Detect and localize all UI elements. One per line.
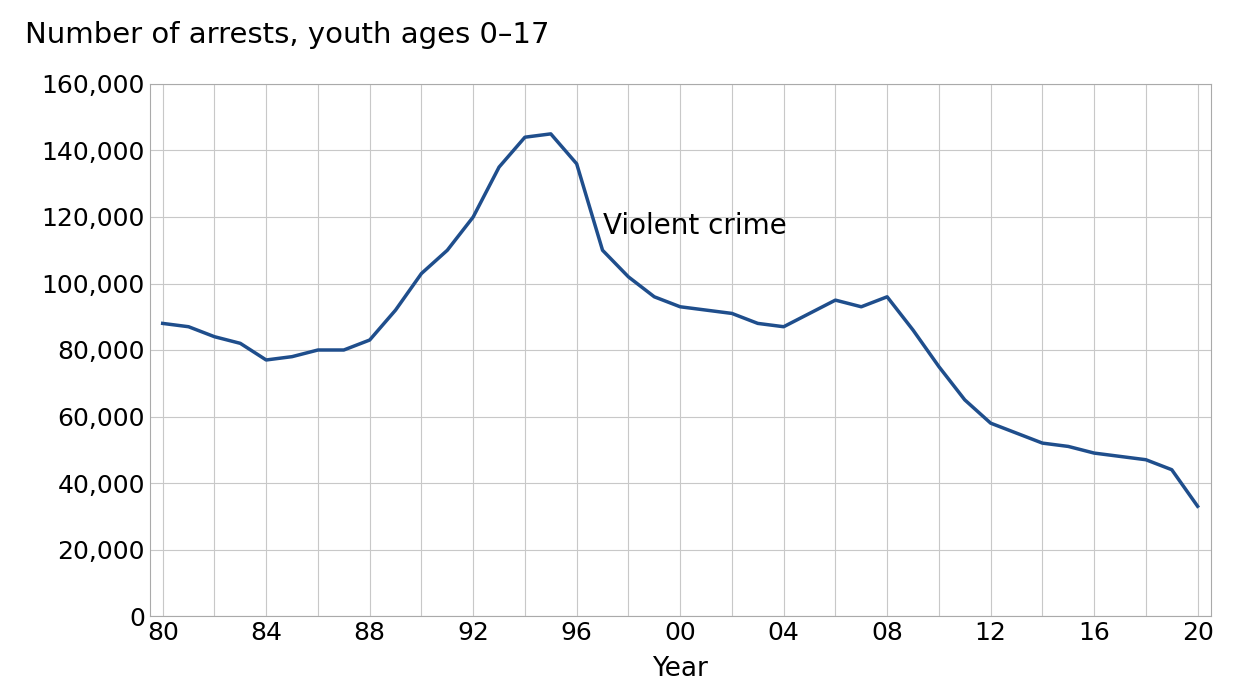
X-axis label: Year: Year bbox=[653, 656, 708, 682]
Text: Violent crime: Violent crime bbox=[603, 211, 786, 239]
Text: Number of arrests, youth ages 0–17: Number of arrests, youth ages 0–17 bbox=[25, 21, 549, 49]
